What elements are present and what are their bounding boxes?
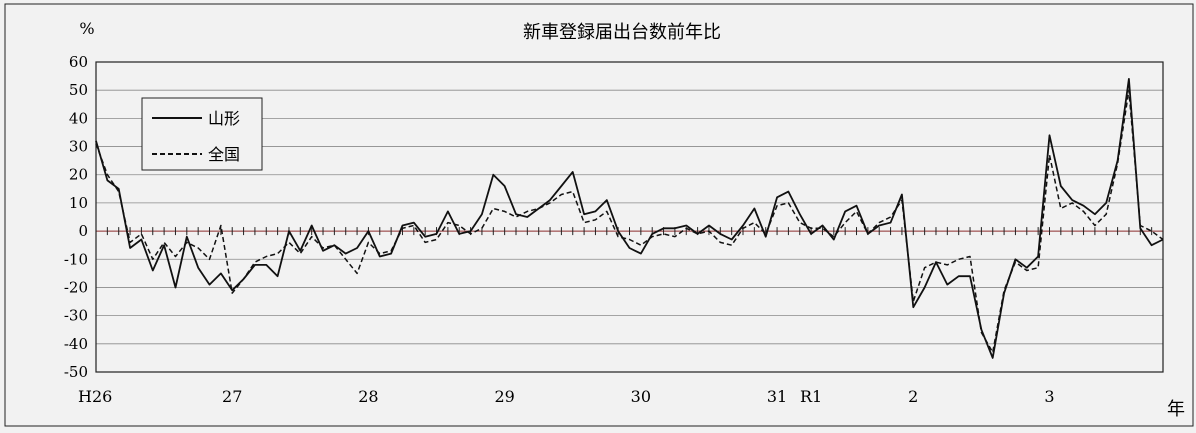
y-tick-label: -20 (64, 278, 88, 296)
legend-box (141, 97, 263, 171)
y-tick-label: 50 (69, 81, 88, 99)
y-tick-label: 40 (69, 109, 88, 127)
y-tick-label: 10 (69, 194, 88, 212)
legend: 山形 全国 (141, 97, 263, 171)
chart-title: 新車登録届出台数前年比 (523, 22, 721, 43)
x-tick-label: 27 (222, 387, 242, 406)
x-tick-label: 30 (631, 387, 651, 406)
zero-line (95, 227, 1164, 236)
y-tick-label: -30 (64, 307, 88, 325)
legend-label-national: 全国 (208, 145, 240, 164)
legend-label-yamagata: 山形 (208, 109, 240, 128)
x-tick-label: H26 (78, 387, 112, 406)
y-tick-label: -10 (64, 250, 88, 268)
y-tick-label: 0 (78, 222, 88, 240)
y-tick-label: -40 (64, 335, 88, 353)
x-tick-label: 3 (1044, 387, 1054, 406)
x-tick-labels: H26 27 28 29 30 31 R1 2 3 (78, 387, 1055, 406)
y-tick-label: 60 (69, 53, 88, 71)
x-tick-label: R1 (800, 387, 822, 406)
plot-area (95, 61, 1164, 373)
x-tick-label: 29 (494, 387, 514, 406)
y-tick-label: 30 (69, 138, 88, 156)
series-line-national (95, 89, 1164, 354)
y-axis-label: % (79, 19, 94, 38)
x-tick-label: 28 (358, 387, 378, 406)
x-tick-label: 2 (908, 387, 918, 406)
y-tick-labels: 60 50 40 30 20 10 0 -10 -20 -30 -40 -50 (64, 53, 88, 381)
x-axis-label: 年 (1167, 399, 1185, 420)
y-tick-label: -50 (64, 363, 88, 381)
series-lines (95, 78, 1164, 359)
x-tick-label: 31 (767, 387, 787, 406)
y-tick-label: 20 (69, 166, 88, 184)
chart-frame (4, 3, 1194, 427)
